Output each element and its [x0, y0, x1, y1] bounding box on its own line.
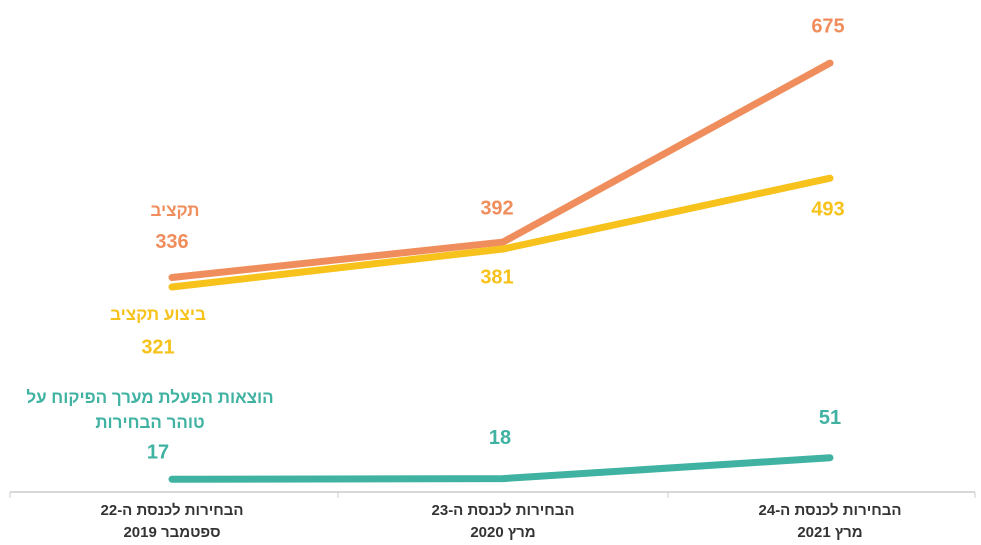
series-name: תקציב: [150, 201, 200, 220]
data-label: 392: [480, 197, 513, 219]
series-line: [168, 174, 834, 291]
series-name: הוצאות הפעלת מערך הפיקוח על טוהר הבחירות: [26, 388, 274, 432]
series-name: ביצוע תקציב: [110, 305, 206, 324]
series-line: [168, 454, 834, 483]
x-tick-label: הבחירות לכנסת ה-23 מרץ 2020: [431, 502, 575, 541]
data-label: 17: [147, 442, 169, 464]
data-label: 381: [480, 266, 513, 288]
data-label: 336: [155, 231, 188, 253]
data-label: 321: [141, 336, 174, 358]
x-tick-label: הבחירות לכנסת ה-22 ספטמבר 2019: [100, 502, 244, 541]
data-label: 18: [489, 427, 511, 449]
data-label: 493: [811, 198, 844, 220]
x-tick-label: הבחירות לכנסת ה-24 מרץ 2021: [758, 502, 902, 541]
data-label: 51: [819, 407, 841, 429]
series-line: [168, 59, 834, 281]
data-label: 675: [811, 15, 844, 37]
